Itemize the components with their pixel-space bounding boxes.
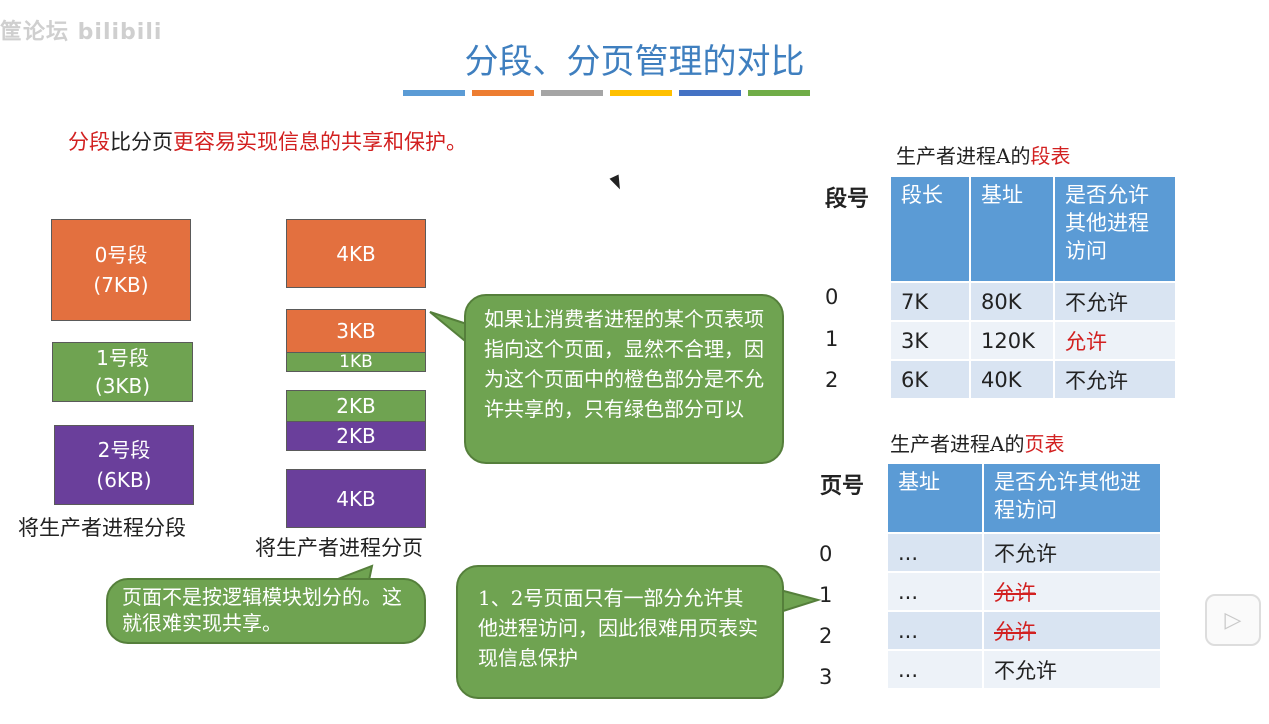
page-number-header: 页号: [820, 473, 865, 499]
segment-row-number: 2: [825, 368, 839, 392]
segment-row-number: 0: [825, 285, 839, 309]
table-row: ... 允许: [886, 571, 1162, 612]
color-bar: [403, 90, 465, 96]
table-cell: ...: [886, 610, 984, 651]
segment-label: 2号段: [97, 438, 151, 462]
table-cell: 不允许: [982, 649, 1162, 690]
segment-table: 段长 基址 是否允许其他进程访问 7K 80K 不允许 3K 120K 允许 6…: [889, 175, 1177, 400]
page-row-number: 1: [819, 583, 833, 607]
segment-2-block: 2号段 (6KB): [54, 425, 194, 505]
table-cell: 3K: [889, 320, 971, 361]
segment-table-caption: 生产者进程A的段表: [896, 140, 1070, 169]
header-base: 基址: [886, 462, 984, 534]
page-table: 基址 是否允许其他进程访问 ... 不允许 ... 允许 ... 允许 ... …: [886, 462, 1162, 690]
table-cell: 7K: [889, 281, 971, 322]
segment-size: (7KB): [93, 273, 149, 297]
watermark: 筐论坛 bilibili: [0, 20, 163, 45]
table-cell: ...: [886, 649, 984, 690]
header-length: 段长: [889, 175, 971, 283]
color-bar: [679, 90, 741, 96]
table-cell: 不允许: [1053, 359, 1177, 400]
intro-highlight: 更容易实现信息的共享和保护。: [173, 130, 467, 154]
caption-suffix: 段表: [1030, 144, 1071, 168]
protect-callout: 1、2号页面只有一部分允许其他进程访问，因此很难用页表实现信息保护: [456, 565, 784, 699]
segment-size: (6KB): [96, 468, 152, 492]
table-cell: 40K: [969, 359, 1055, 400]
title-color-bars: [403, 90, 810, 96]
page-row-number: 0: [819, 542, 833, 566]
table-header-row: 基址 是否允许其他进程访问: [886, 462, 1162, 534]
segment-label: 0号段: [94, 243, 148, 267]
segment-row-number: 1: [825, 327, 839, 351]
table-row: ... 不允许: [886, 532, 1162, 573]
segment-label: 1号段: [96, 346, 149, 370]
table-cell: 120K: [969, 320, 1055, 361]
caption-suffix: 页表: [1024, 432, 1065, 456]
color-bar: [748, 90, 810, 96]
segment-1-block: 1号段 (3KB): [52, 342, 193, 402]
table-cell: 允许: [1053, 320, 1177, 361]
header-base: 基址: [969, 175, 1055, 283]
header-share: 是否允许其他进程访问: [1053, 175, 1177, 283]
page-block: 4KB: [286, 219, 426, 288]
table-row: 3K 120K 允许: [889, 320, 1177, 361]
table-cell: 80K: [969, 281, 1055, 322]
table-cell: 不允许: [982, 532, 1162, 573]
segments-caption: 将生产者进程分段: [18, 516, 186, 540]
play-icon[interactable]: ▷: [1205, 594, 1261, 646]
table-cell: ...: [886, 532, 984, 573]
table-row: 6K 40K 不允许: [889, 359, 1177, 400]
page-row-number: 2: [819, 624, 833, 648]
table-header-row: 段长 基址 是否允许其他进程访问: [889, 175, 1177, 283]
page-block: 4KB: [286, 469, 426, 528]
slide-title: 分段、分页管理的对比: [464, 42, 805, 82]
pages-caption: 将生产者进程分页: [255, 536, 423, 560]
caption-prefix: 生产者进程A的: [890, 432, 1025, 456]
table-cell: 允许: [982, 610, 1162, 651]
segment-number-header: 段号: [825, 186, 870, 212]
segment-0-block: 0号段 (7KB): [51, 219, 191, 321]
page-row-number: 3: [819, 665, 833, 689]
color-bar: [541, 90, 603, 96]
page-block-purple-part: 2KB: [286, 421, 426, 451]
caption-prefix: 生产者进程A的: [896, 144, 1031, 168]
color-bar: [610, 90, 672, 96]
table-cell: ...: [886, 571, 984, 612]
table-cell: 不允许: [1053, 281, 1177, 322]
pages-callout: 页面不是按逻辑模块划分的。这就很难实现共享。: [106, 578, 426, 644]
table-row: ... 不允许: [886, 649, 1162, 690]
intro-sentence: 分段比分页更容易实现信息的共享和保护。: [68, 126, 467, 156]
table-cell: 允许: [982, 571, 1162, 612]
segment-size: (3KB): [94, 374, 151, 398]
page-block-green-part: 2KB: [286, 390, 426, 422]
color-bar: [472, 90, 534, 96]
table-row: ... 允许: [886, 610, 1162, 651]
table-row: 7K 80K 不允许: [889, 281, 1177, 322]
header-share: 是否允许其他进程访问: [982, 462, 1162, 534]
page-table-caption: 生产者进程A的页表: [890, 428, 1064, 457]
table-cell: 6K: [889, 359, 971, 400]
page-block-green-part: 1KB: [286, 352, 426, 372]
consumer-callout: 如果让消费者进程的某个页表项指向这个页面，显然不合理，因为这个页面中的橙色部分是…: [464, 294, 784, 464]
page-block-orange-part: 3KB: [286, 309, 426, 353]
intro-keyword: 分段: [68, 130, 110, 154]
intro-middle: 比分页: [110, 130, 173, 154]
